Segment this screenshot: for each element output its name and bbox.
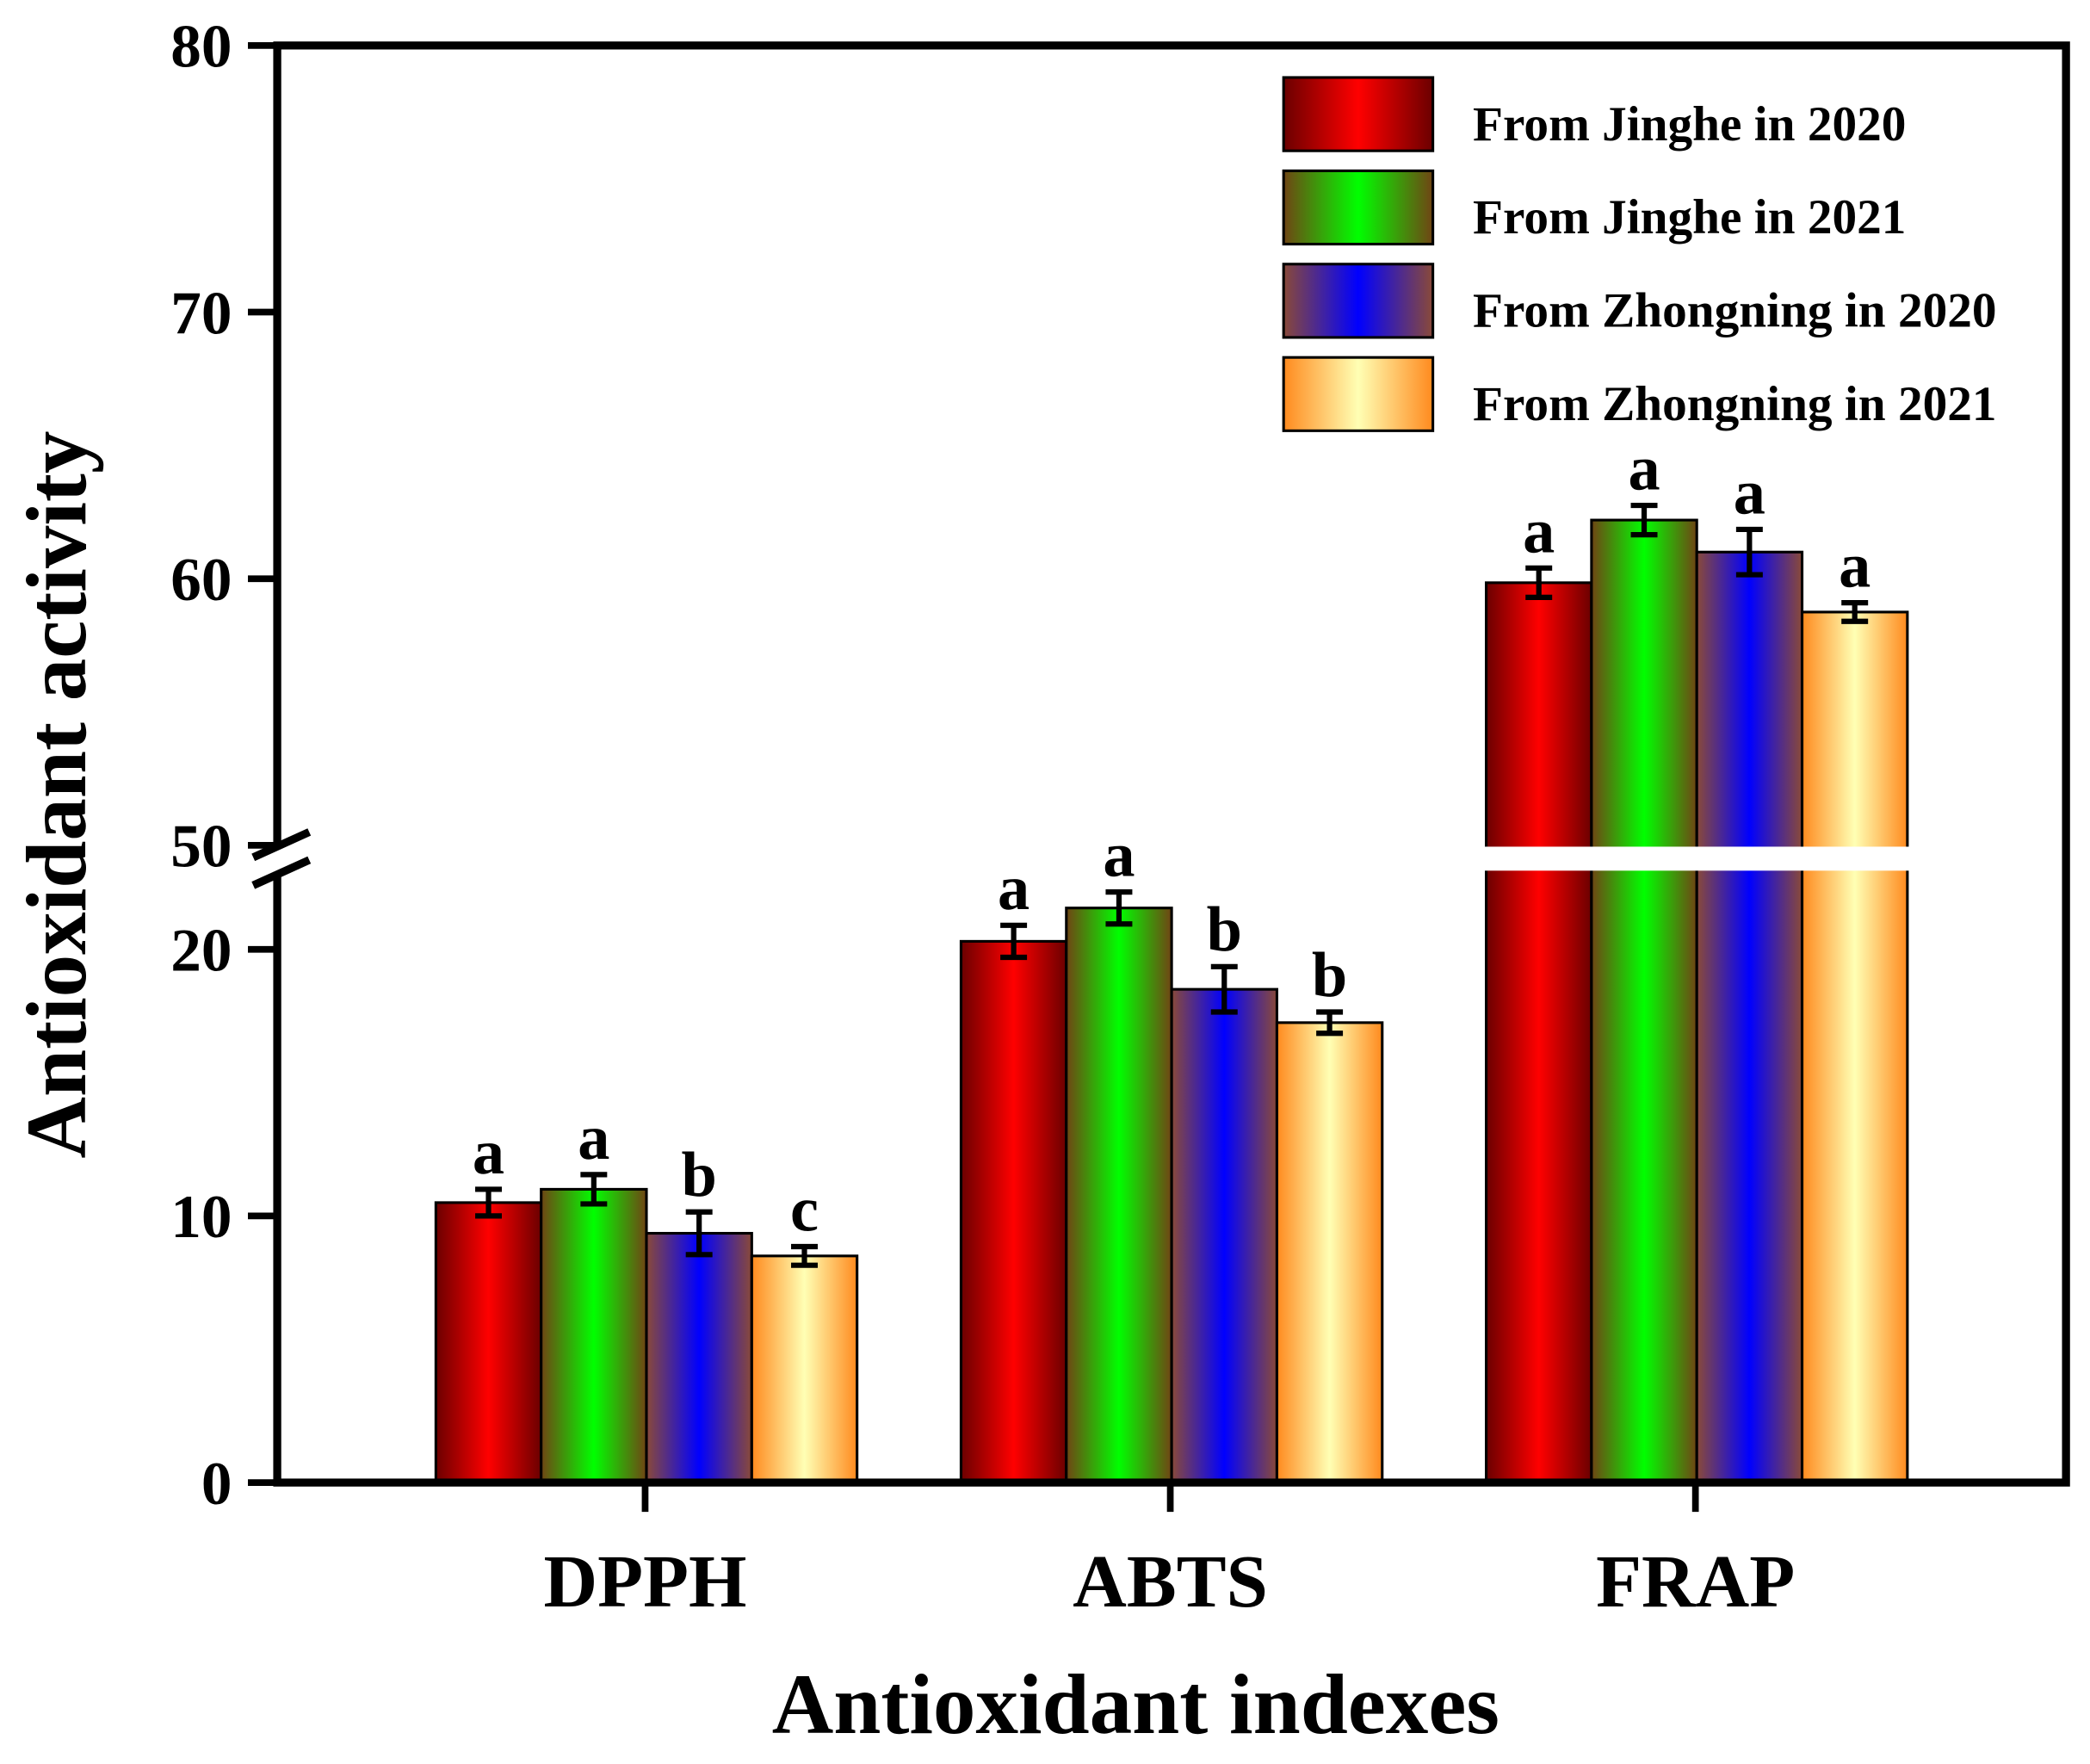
significance-letter: b [682,1140,717,1210]
legend-label: From Zhongning in 2020 [1473,284,1997,338]
y-tick-label: 80 [170,14,232,81]
legend-label: From Jinghe in 2021 [1473,190,1906,244]
bar-frap-3 [1695,550,1804,1484]
significance-letter: b [1312,940,1347,1011]
error-bar [685,1209,713,1258]
error-bars-layer [475,502,1869,1268]
significance-letter: a [578,1103,609,1173]
legend-label: From Jinghe in 2020 [1473,97,1906,152]
legend-swatch [1282,169,1435,246]
error-bar [1841,599,1869,624]
significance-letter: a [1734,457,1765,528]
legend-label: From Zhongning in 2021 [1473,377,1997,431]
bar-frap-1 [1484,581,1593,1484]
error-bar [1525,565,1553,600]
bar-dpph-3 [645,1231,753,1484]
axis-break-band [1466,846,1933,871]
legend: From Jinghe in 2020 From Jinghe in 2021 Fr… [1282,76,1997,432]
bar-dpph-2 [540,1187,648,1484]
bar-frap-4 [1800,610,1909,1484]
significance-letter: a [473,1117,504,1188]
error-bar [1105,889,1133,927]
x-axis-ticks: DPPH ABTS FRAP [543,1482,1795,1623]
y-axis-label: Antioxidant activity [10,431,104,1159]
y-tick-label: 60 [170,547,232,614]
bar-dpph-4 [750,1254,859,1484]
bar-abts-2 [1065,907,1173,1484]
bar-abts-1 [959,939,1068,1484]
significance-letter: b [1207,894,1242,965]
y-tick-label: 10 [170,1184,232,1251]
error-bar [1210,963,1238,1015]
y-tick-label: 70 [170,280,232,347]
error-bar [580,1172,608,1207]
bar-abts-4 [1275,1021,1384,1484]
x-tick-label-abts: ABTS [1073,1540,1268,1623]
bars-layer [434,518,1909,1484]
error-bar [791,1243,818,1268]
legend-swatch [1282,263,1435,339]
legend-swatch [1282,356,1435,432]
error-bar [1630,502,1658,538]
error-bar [1735,526,1763,578]
error-bar [475,1186,502,1219]
error-bar [1000,922,1028,961]
significance-letter: a [1628,433,1660,504]
bar-frap-2 [1590,518,1698,1484]
significance-letter: a [1523,496,1555,566]
significance-letter: a [998,853,1030,924]
y-tick-label: 0 [201,1451,232,1518]
y-tick-label: 20 [170,917,232,984]
significance-letter: a [1103,820,1135,891]
significance-letter: a [1839,531,1870,602]
y-axis-ticks: 0 10 20 50 60 70 80 [170,14,278,1518]
legend-swatch [1282,76,1435,152]
axis-break-marks [251,828,312,889]
significance-letter: c [790,1174,819,1245]
bar-dpph-1 [434,1201,543,1484]
bar-abts-3 [1170,987,1278,1484]
y-tick-label: 50 [170,814,232,881]
x-tick-label-dpph: DPPH [543,1540,746,1623]
error-bar [1316,1009,1344,1037]
x-axis-label: Antioxidant indexes [772,1658,1499,1752]
x-tick-label-frap: FRAP [1596,1540,1795,1623]
